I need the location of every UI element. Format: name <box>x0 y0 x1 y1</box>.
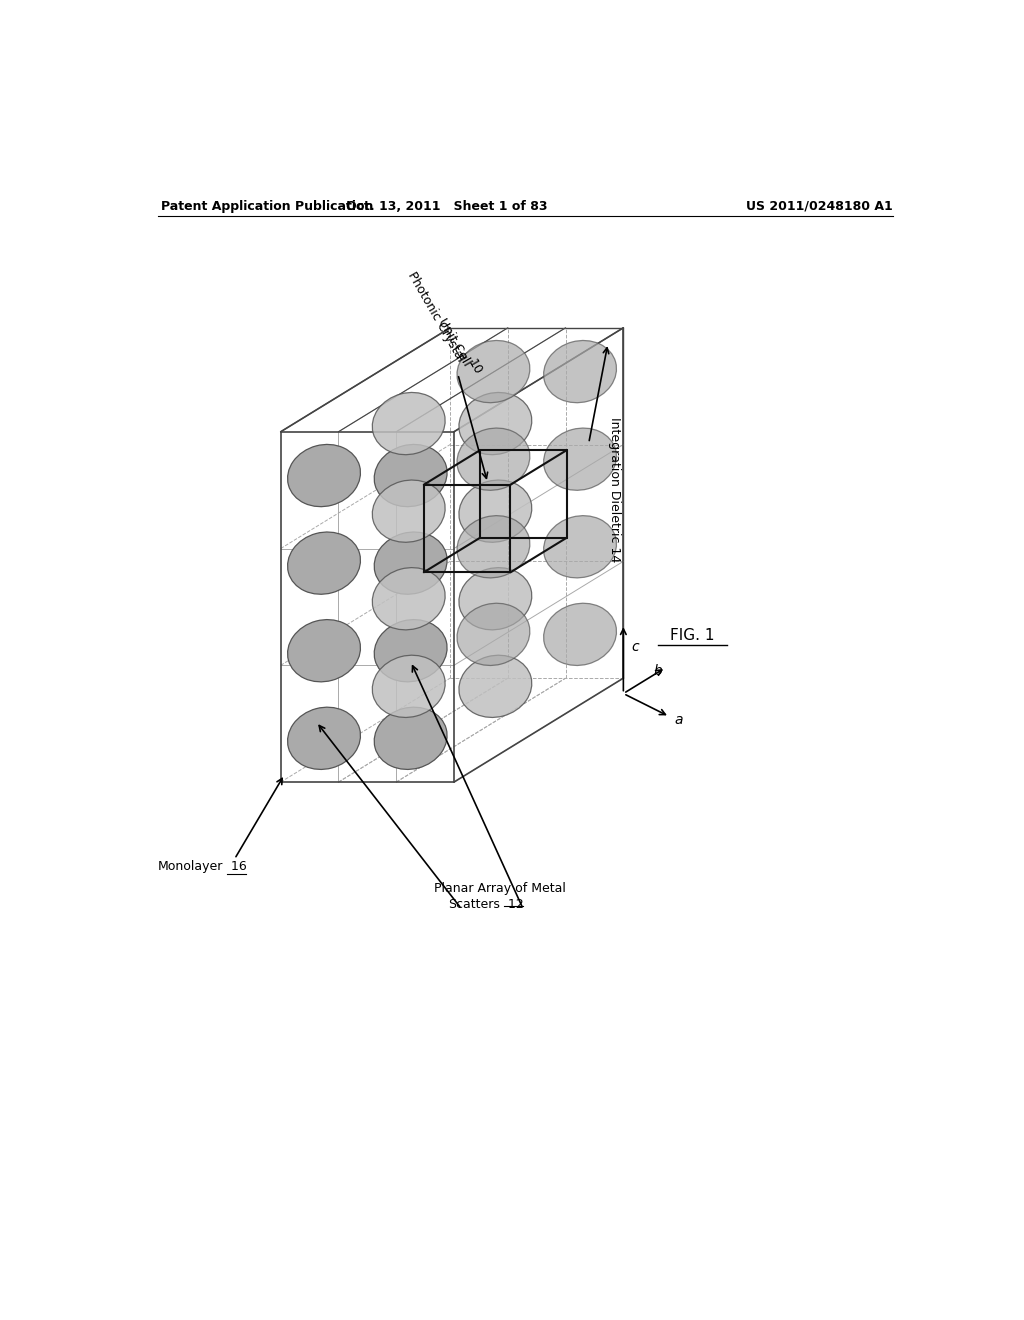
Text: Photonic Crystal: Photonic Crystal <box>406 269 468 364</box>
Ellipse shape <box>374 619 447 682</box>
Ellipse shape <box>374 445 447 507</box>
Ellipse shape <box>459 480 531 543</box>
Text: a: a <box>675 714 683 727</box>
Ellipse shape <box>457 428 529 490</box>
Text: Patent Application Publication: Patent Application Publication <box>162 199 374 213</box>
Ellipse shape <box>459 655 531 718</box>
Text: 16: 16 <box>226 861 247 874</box>
Text: FIG. 1: FIG. 1 <box>671 628 715 643</box>
Ellipse shape <box>459 568 531 630</box>
Ellipse shape <box>544 603 616 665</box>
Ellipse shape <box>459 392 531 454</box>
Text: Planar Array of Metal: Planar Array of Metal <box>434 882 566 895</box>
Ellipse shape <box>373 568 445 630</box>
Ellipse shape <box>373 655 445 718</box>
Ellipse shape <box>288 532 360 594</box>
Ellipse shape <box>544 516 616 578</box>
Ellipse shape <box>544 428 616 490</box>
Text: b: b <box>653 664 663 678</box>
Ellipse shape <box>457 341 529 403</box>
Ellipse shape <box>374 708 447 770</box>
Ellipse shape <box>288 619 360 682</box>
Text: Scatters: Scatters <box>449 898 500 911</box>
Text: Unit Cell: Unit Cell <box>436 315 475 372</box>
Ellipse shape <box>373 480 445 543</box>
Ellipse shape <box>457 603 529 665</box>
Text: 12: 12 <box>504 898 523 911</box>
Text: c: c <box>631 640 639 655</box>
Text: Oct. 13, 2011   Sheet 1 of 83: Oct. 13, 2011 Sheet 1 of 83 <box>345 199 547 213</box>
Ellipse shape <box>288 445 360 507</box>
Ellipse shape <box>373 392 445 454</box>
Text: Monolayer: Monolayer <box>158 861 223 874</box>
Text: 10: 10 <box>465 356 484 378</box>
Ellipse shape <box>288 708 360 770</box>
Ellipse shape <box>374 532 447 594</box>
Text: US 2011/0248180 A1: US 2011/0248180 A1 <box>746 199 893 213</box>
Ellipse shape <box>457 516 529 578</box>
Ellipse shape <box>544 341 616 403</box>
Text: Integration Dieletric 14: Integration Dieletric 14 <box>608 417 621 562</box>
